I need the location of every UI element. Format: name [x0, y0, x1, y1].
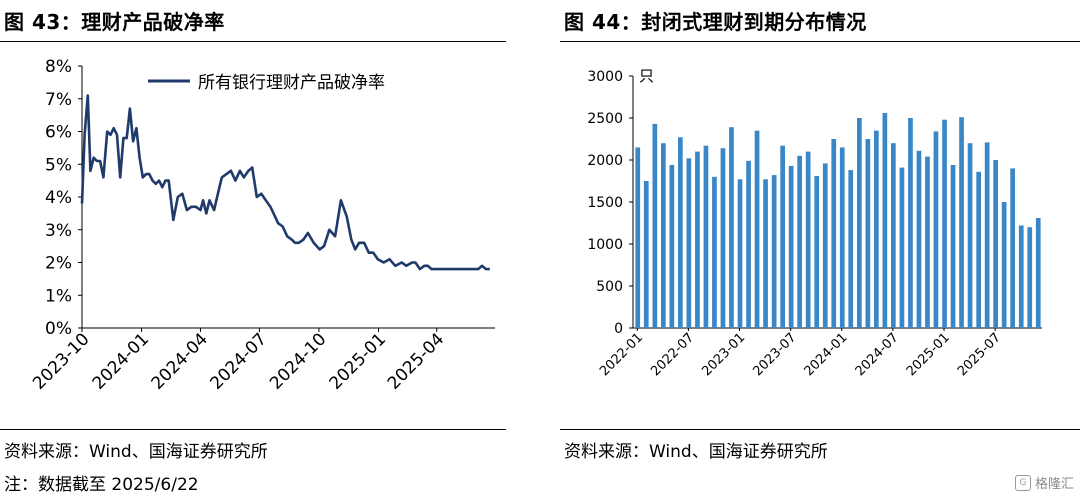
left-title-rule [0, 41, 506, 42]
bar [661, 143, 666, 328]
bar [1035, 218, 1041, 328]
bar [967, 143, 973, 328]
y-tick-label: 1500 [587, 195, 623, 211]
watermark: G 格隆汇 [1014, 473, 1074, 492]
y-tick-label: 6% [45, 123, 72, 143]
bar [1027, 227, 1033, 328]
y-tick-label: 0% [45, 319, 72, 339]
y-tick-label: 3% [45, 221, 72, 241]
y-tick-label: 1% [45, 286, 72, 306]
x-tick-label: 2023-10 [29, 329, 93, 393]
left-chart-title: 图 43：理财产品破净率 [4, 10, 225, 34]
bar [984, 142, 990, 328]
x-tick-label: 2025-04 [384, 329, 448, 393]
y-tick-label: 5% [45, 155, 72, 175]
bar [1001, 202, 1007, 328]
bar [976, 171, 981, 328]
bar [746, 160, 751, 328]
right-title-rule [560, 41, 1080, 42]
bar [874, 130, 879, 328]
y-tick-label: 3000 [587, 69, 623, 85]
left-panel: 图 43：理财产品破净率 0% 1% 2% 3% 4% 5% 6% 7% 8% 2023-10 20… [0, 0, 506, 500]
x-tick-label: 2022-01 [597, 330, 646, 379]
y-tick-label: 500 [596, 279, 623, 295]
bar [925, 156, 930, 328]
bar [916, 150, 922, 328]
bar [1018, 225, 1024, 328]
bar [959, 117, 964, 328]
bar [814, 176, 820, 328]
y-tick-label: 4% [45, 188, 72, 208]
bar [754, 130, 760, 328]
right-source-rule [560, 429, 1080, 430]
y-tick-label: 7% [45, 90, 72, 110]
legend-label: 所有银行理财产品破净率 [198, 73, 385, 93]
x-tick-label: 2023-01 [699, 330, 748, 379]
right-chart-title: 图 44：封闭式理财到期分布情况 [564, 10, 867, 34]
bar [908, 118, 913, 328]
bar [737, 179, 743, 328]
y-tick-label: 2500 [587, 111, 623, 127]
left-note: 注：数据截至 2025/6/22 [4, 475, 199, 495]
right-panel: 图 44：封闭式理财到期分布情况 0 500 1000 1500 2000 2500 300… [560, 0, 1080, 500]
bar [1010, 168, 1015, 328]
bar [695, 151, 700, 328]
x-tick-label: 2023-07 [750, 330, 799, 379]
bar [891, 143, 896, 328]
bar [831, 139, 837, 328]
x-tick-label: 2024-07 [207, 329, 271, 393]
x-tick-label: 2025-01 [904, 330, 953, 379]
left-source: 资料来源：Wind、国海证券研究所 [4, 442, 268, 462]
x-tick-label: 2025-01 [326, 329, 390, 393]
x-tick-label: 2024-01 [89, 329, 153, 393]
bar [899, 167, 905, 328]
bar [780, 145, 785, 328]
series-line [80, 94, 490, 271]
bar [805, 151, 811, 328]
bar [678, 137, 683, 328]
y-tick-label: 8% [45, 57, 72, 77]
x-tick-label: 2024-01 [802, 330, 851, 379]
bar [797, 155, 802, 328]
x-tick-label: 2024-07 [853, 330, 902, 379]
bar [729, 127, 734, 328]
bar [839, 147, 845, 328]
bar [763, 179, 768, 328]
x-tick-label: 2024-04 [148, 329, 212, 393]
line-chart: 0%1%2%3%4%5%6%7%8%2023-102024-012024-042… [29, 57, 495, 394]
y-axis-unit: 只 [639, 67, 654, 85]
x-tick-label: 2022-07 [648, 330, 697, 379]
bar [848, 170, 854, 328]
gelonghui-logo-icon: G [1014, 474, 1031, 491]
bar [857, 118, 862, 328]
bar [771, 175, 777, 328]
bar [643, 181, 649, 328]
bar [788, 165, 794, 328]
right-source: 资料来源：Wind、国海证券研究所 [564, 442, 828, 462]
bar [933, 131, 939, 328]
y-tick-label: 2000 [587, 153, 623, 169]
bar [686, 158, 692, 328]
x-tick-label: 2024-10 [266, 329, 330, 393]
watermark-text: 格隆汇 [1034, 477, 1074, 492]
bar [950, 165, 956, 328]
bar [882, 113, 888, 328]
x-tick-label: 2025-07 [955, 330, 1004, 379]
bar [720, 148, 726, 328]
bar [942, 119, 947, 328]
bar [703, 145, 709, 328]
bar [635, 147, 641, 328]
left-source-rule [0, 429, 506, 430]
y-tick-label: 2% [45, 254, 72, 274]
bar [712, 176, 717, 328]
y-tick-label: 0 [614, 321, 623, 337]
bar [652, 123, 658, 329]
bar [822, 163, 828, 328]
bar [865, 139, 871, 328]
y-tick-label: 1000 [587, 237, 623, 253]
bar [993, 160, 998, 328]
bar [669, 165, 675, 328]
